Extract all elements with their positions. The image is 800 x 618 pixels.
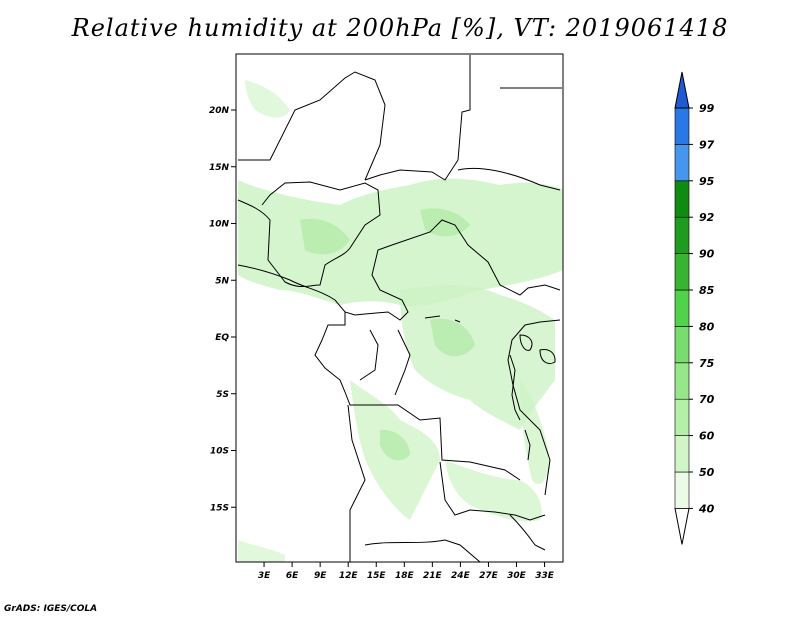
map-title: Relative humidity at 200hPa [%], VT: 201…	[71, 14, 729, 42]
lon-tick-label: 6E	[286, 571, 299, 581]
country-boundaries	[237, 55, 562, 563]
colorbar-label: 92	[699, 211, 715, 224]
colorbar-segment	[674, 398, 690, 436]
colorbar-label: 50	[699, 466, 715, 479]
colorbar-label: 97	[699, 138, 715, 151]
colorbar-segment	[674, 471, 690, 509]
lat-tick-label: 20N	[209, 106, 230, 116]
lat-tick-label: EQ	[215, 333, 229, 343]
lon-tick-label: 33E	[535, 571, 555, 581]
lat-tick-label: 10S	[210, 447, 229, 457]
lon-tick-label: 3E	[258, 571, 271, 581]
lat-tick-label: 5N	[215, 276, 229, 286]
colorbar-label: 85	[699, 284, 715, 297]
lon-tick-label: 18E	[395, 571, 415, 581]
lat-tick-label: 5S	[216, 390, 229, 400]
lon-tick-label: 21E	[423, 571, 443, 581]
lon-tick-label: 27E	[479, 571, 499, 581]
lon-tick-label: 15E	[367, 571, 387, 581]
lat-tick-label: 15N	[209, 163, 230, 173]
latitude-axis: 20N 15N 10N 5N EQ 5S 10S 15S	[209, 106, 236, 513]
colorbar: 40 50 60 70 75 80 85 90 92 95 97 99	[674, 71, 715, 545]
colorbar-segment	[674, 144, 690, 182]
lat-tick-label: 10N	[209, 220, 230, 230]
colorbar-segment	[674, 326, 690, 364]
colorbar-segment	[674, 289, 690, 327]
lon-tick-label: 30E	[507, 571, 527, 581]
colorbar-segment	[674, 253, 690, 291]
lon-tick-label: 12E	[339, 571, 359, 581]
lat-tick-label: 15S	[210, 503, 229, 513]
colorbar-label: 40	[698, 502, 715, 515]
longitude-axis: 3E 6E 9E 12E 15E 18E 21E 24E 27E 30E 33E	[258, 562, 555, 581]
colorbar-segment	[674, 216, 690, 254]
colorbar-label: 70	[699, 393, 715, 406]
lon-tick-label: 9E	[314, 571, 327, 581]
humidity-shading	[238, 80, 563, 562]
colorbar-label: 90	[699, 248, 715, 261]
lon-tick-label: 24E	[451, 571, 471, 581]
lakes	[424, 315, 556, 461]
grads-credit: GrADS: IGES/COLA	[4, 604, 98, 614]
colorbar-label: 95	[699, 175, 715, 188]
colorbar-label: 60	[699, 430, 715, 443]
colorbar-segment	[674, 362, 690, 400]
colorbar-segment	[674, 435, 690, 473]
colorbar-label: 75	[699, 357, 715, 370]
colorbar-bottom-arrow	[674, 507, 690, 545]
map-frame	[235, 53, 564, 563]
colorbar-segment	[674, 180, 690, 218]
colorbar-label: 80	[699, 320, 715, 333]
colorbar-segment	[674, 107, 690, 145]
colorbar-label: 99	[699, 102, 715, 115]
colorbar-top-arrow	[674, 71, 690, 109]
